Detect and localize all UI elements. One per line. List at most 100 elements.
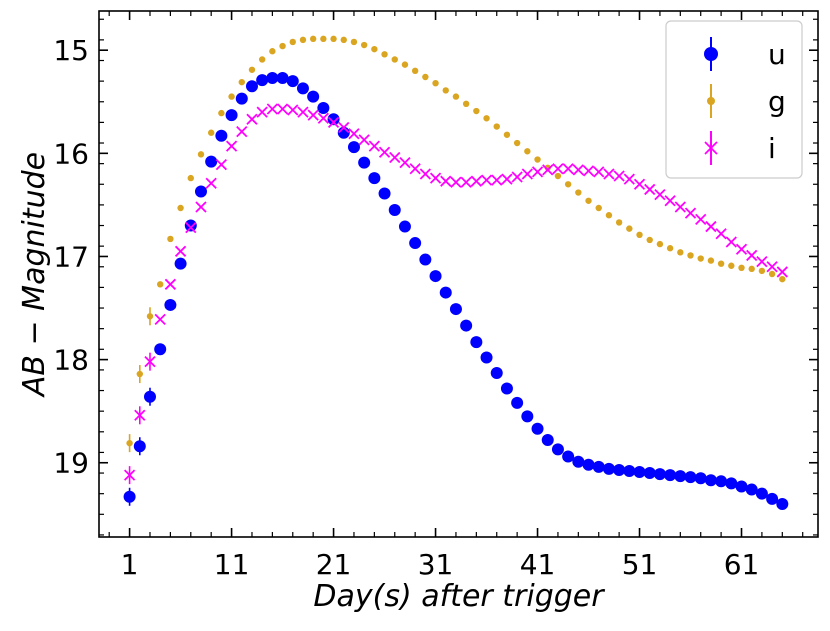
data-point-g [177, 204, 184, 212]
x-tick-label: 21 [316, 548, 352, 581]
data-point-i [664, 195, 676, 207]
data-point-g [432, 79, 439, 87]
data-point-u [225, 109, 238, 122]
data-point-u [531, 422, 544, 435]
series-layer [123, 35, 789, 510]
data-point-u [694, 472, 707, 485]
data-point-u [245, 80, 258, 93]
data-point-i [603, 168, 615, 180]
data-point-i [766, 261, 778, 273]
data-point-i [705, 220, 717, 233]
data-point-u [194, 185, 207, 198]
data-point-i [256, 106, 268, 118]
data-point-u [286, 75, 299, 88]
data-point-i [460, 176, 472, 188]
data-point-g [473, 107, 480, 115]
legend-marker-u [704, 47, 718, 61]
data-point-u [500, 382, 513, 395]
data-point-i [215, 159, 228, 171]
data-point-g [575, 189, 582, 196]
data-point-g [524, 148, 531, 155]
data-point-i [174, 245, 187, 257]
data-point-i [307, 109, 319, 121]
data-point-i [470, 175, 482, 187]
data-point-u [643, 467, 656, 480]
data-point-g [626, 225, 633, 232]
data-point-g [677, 249, 684, 256]
data-point-u [541, 434, 554, 447]
data-point-i [134, 409, 146, 421]
data-point-u [521, 410, 534, 423]
data-point-g [442, 87, 449, 94]
series-u [123, 72, 789, 510]
data-point-i [511, 171, 523, 183]
data-point-u [439, 286, 452, 299]
data-point-i [735, 243, 748, 255]
data-point-i [195, 201, 207, 213]
data-point-i [236, 126, 248, 138]
legend-label-u: u [768, 38, 786, 71]
data-point-i [225, 140, 238, 152]
data-point-u [511, 396, 524, 409]
data-point-i [695, 213, 707, 225]
data-point-u [715, 475, 728, 488]
data-point-i [644, 183, 656, 196]
data-point-i [123, 469, 136, 481]
data-point-g [768, 270, 776, 278]
data-point-g [258, 56, 266, 63]
data-point-g [534, 156, 541, 163]
legend-items: ugi [704, 37, 786, 165]
data-point-u [684, 471, 697, 484]
data-point-i [623, 173, 635, 185]
data-point-i [776, 266, 788, 278]
data-point-g [758, 267, 766, 275]
legend-marker-i [704, 141, 718, 155]
data-point-i [297, 106, 309, 118]
x-axis-title: Day(s) after trigger [313, 579, 605, 614]
data-point-i [633, 178, 646, 190]
data-point-i [715, 228, 727, 240]
data-point-i [266, 103, 279, 115]
data-point-u [725, 477, 738, 490]
data-point-g [187, 174, 194, 182]
data-point-u [296, 82, 309, 95]
data-point-u [480, 351, 493, 364]
data-point-u [674, 470, 687, 483]
data-point-i [542, 164, 554, 176]
data-point-g [248, 66, 256, 73]
data-point-g [299, 36, 307, 44]
data-point-i [317, 112, 330, 124]
data-point-i [746, 249, 758, 262]
data-point-i [419, 168, 431, 180]
data-point-g [218, 109, 225, 117]
data-point-g [738, 264, 745, 272]
data-point-g [126, 439, 133, 447]
data-point-i [582, 165, 595, 177]
data-point-g [728, 262, 735, 269]
y-tick-label: 19 [53, 447, 89, 480]
data-point-u [460, 319, 473, 332]
data-point-u [133, 440, 146, 453]
data-point-u [653, 468, 666, 481]
data-point-i [246, 113, 258, 125]
series-i [123, 103, 788, 485]
data-point-i [613, 170, 625, 182]
data-point-g [207, 129, 215, 136]
legend-label-g: g [768, 85, 786, 118]
data-point-g [717, 260, 725, 267]
data-point-u [704, 474, 717, 487]
data-point-i [348, 128, 360, 140]
data-point-i [164, 278, 177, 290]
data-point-g [707, 257, 715, 264]
legend-label-i: i [768, 132, 776, 165]
data-point-g [779, 275, 786, 283]
data-point-u [266, 72, 279, 85]
data-point-i [399, 156, 411, 169]
data-point-g [360, 41, 368, 49]
data-point-u [307, 90, 320, 103]
data-point-g [391, 56, 398, 63]
data-point-i [480, 174, 493, 186]
data-point-i [501, 173, 513, 185]
